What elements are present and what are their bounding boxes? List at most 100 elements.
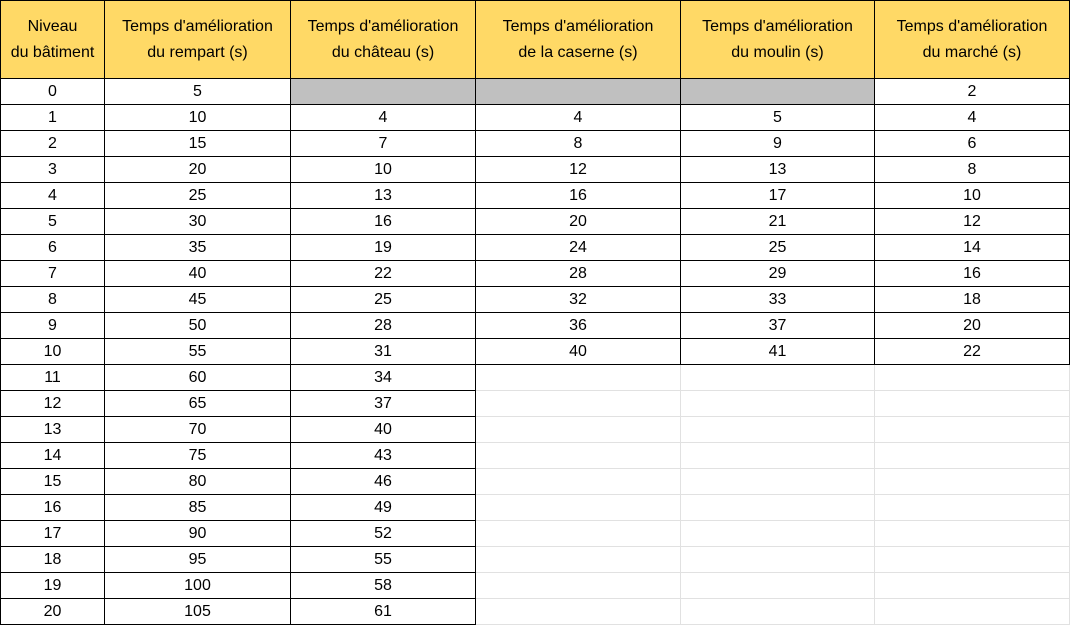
cell-market[interactable] — [874, 390, 1070, 417]
cell-market[interactable]: 22 — [874, 338, 1070, 365]
cell-level[interactable]: 17 — [0, 520, 105, 547]
cell-barracks[interactable] — [475, 442, 681, 469]
cell-barracks[interactable] — [475, 364, 681, 391]
cell-barracks[interactable] — [475, 598, 681, 625]
cell-barracks[interactable]: 24 — [475, 234, 681, 261]
cell-mill[interactable]: 21 — [680, 208, 875, 235]
cell-level[interactable]: 6 — [0, 234, 105, 261]
cell-castle[interactable]: 37 — [290, 390, 476, 417]
cell-level[interactable]: 11 — [0, 364, 105, 391]
cell-barracks[interactable] — [475, 416, 681, 443]
cell-market[interactable]: 18 — [874, 286, 1070, 313]
cell-market[interactable] — [874, 442, 1070, 469]
cell-rampart[interactable]: 100 — [104, 572, 291, 599]
cell-barracks[interactable]: 32 — [475, 286, 681, 313]
cell-barracks[interactable]: 36 — [475, 312, 681, 339]
cell-level[interactable]: 5 — [0, 208, 105, 235]
cell-market[interactable]: 14 — [874, 234, 1070, 261]
cell-barracks[interactable]: 8 — [475, 130, 681, 157]
cell-castle[interactable]: 34 — [290, 364, 476, 391]
cell-level[interactable]: 9 — [0, 312, 105, 339]
cell-mill[interactable]: 33 — [680, 286, 875, 313]
cell-mill[interactable] — [680, 572, 875, 599]
cell-castle[interactable]: 49 — [290, 494, 476, 521]
cell-castle[interactable]: 46 — [290, 468, 476, 495]
cell-market[interactable]: 6 — [874, 130, 1070, 157]
cell-rampart[interactable]: 75 — [104, 442, 291, 469]
cell-rampart[interactable]: 95 — [104, 546, 291, 573]
cell-mill[interactable]: 13 — [680, 156, 875, 183]
header-level[interactable]: Niveau du bâtiment — [0, 0, 105, 79]
cell-market[interactable] — [874, 598, 1070, 625]
cell-market[interactable] — [874, 468, 1070, 495]
cell-barracks[interactable] — [475, 468, 681, 495]
cell-level[interactable]: 4 — [0, 182, 105, 209]
cell-rampart[interactable]: 90 — [104, 520, 291, 547]
cell-level[interactable]: 2 — [0, 130, 105, 157]
cell-castle[interactable]: 52 — [290, 520, 476, 547]
cell-mill[interactable] — [680, 78, 875, 105]
cell-mill[interactable]: 17 — [680, 182, 875, 209]
cell-level[interactable]: 8 — [0, 286, 105, 313]
cell-barracks[interactable] — [475, 572, 681, 599]
cell-market[interactable] — [874, 520, 1070, 547]
cell-mill[interactable] — [680, 390, 875, 417]
cell-barracks[interactable]: 28 — [475, 260, 681, 287]
cell-mill[interactable] — [680, 468, 875, 495]
cell-castle[interactable]: 28 — [290, 312, 476, 339]
cell-barracks[interactable]: 20 — [475, 208, 681, 235]
cell-castle[interactable] — [290, 78, 476, 105]
cell-castle[interactable]: 16 — [290, 208, 476, 235]
header-rampart[interactable]: Temps d'amélioration du rempart (s) — [104, 0, 291, 79]
cell-mill[interactable]: 25 — [680, 234, 875, 261]
cell-market[interactable]: 10 — [874, 182, 1070, 209]
cell-rampart[interactable]: 30 — [104, 208, 291, 235]
cell-market[interactable] — [874, 494, 1070, 521]
cell-level[interactable]: 14 — [0, 442, 105, 469]
cell-mill[interactable]: 37 — [680, 312, 875, 339]
cell-mill[interactable]: 29 — [680, 260, 875, 287]
cell-market[interactable] — [874, 546, 1070, 573]
cell-rampart[interactable]: 20 — [104, 156, 291, 183]
cell-barracks[interactable]: 40 — [475, 338, 681, 365]
header-market[interactable]: Temps d'amélioration du marché (s) — [874, 0, 1070, 79]
cell-mill[interactable] — [680, 546, 875, 573]
cell-level[interactable]: 10 — [0, 338, 105, 365]
header-castle[interactable]: Temps d'amélioration du château (s) — [290, 0, 476, 79]
cell-rampart[interactable]: 80 — [104, 468, 291, 495]
cell-rampart[interactable]: 25 — [104, 182, 291, 209]
cell-market[interactable] — [874, 572, 1070, 599]
cell-rampart[interactable]: 85 — [104, 494, 291, 521]
cell-rampart[interactable]: 15 — [104, 130, 291, 157]
cell-rampart[interactable]: 45 — [104, 286, 291, 313]
cell-barracks[interactable] — [475, 520, 681, 547]
cell-rampart[interactable]: 35 — [104, 234, 291, 261]
cell-market[interactable]: 4 — [874, 104, 1070, 131]
cell-level[interactable]: 13 — [0, 416, 105, 443]
cell-rampart[interactable]: 105 — [104, 598, 291, 625]
cell-market[interactable] — [874, 416, 1070, 443]
cell-castle[interactable]: 22 — [290, 260, 476, 287]
cell-level[interactable]: 19 — [0, 572, 105, 599]
cell-rampart[interactable]: 70 — [104, 416, 291, 443]
cell-castle[interactable]: 58 — [290, 572, 476, 599]
cell-castle[interactable]: 25 — [290, 286, 476, 313]
cell-level[interactable]: 1 — [0, 104, 105, 131]
cell-barracks[interactable] — [475, 494, 681, 521]
cell-level[interactable]: 12 — [0, 390, 105, 417]
cell-castle[interactable]: 40 — [290, 416, 476, 443]
cell-mill[interactable]: 41 — [680, 338, 875, 365]
cell-castle[interactable]: 43 — [290, 442, 476, 469]
cell-castle[interactable]: 10 — [290, 156, 476, 183]
cell-castle[interactable]: 31 — [290, 338, 476, 365]
cell-castle[interactable]: 19 — [290, 234, 476, 261]
cell-castle[interactable]: 13 — [290, 182, 476, 209]
cell-level[interactable]: 16 — [0, 494, 105, 521]
cell-castle[interactable]: 7 — [290, 130, 476, 157]
cell-market[interactable]: 8 — [874, 156, 1070, 183]
cell-rampart[interactable]: 60 — [104, 364, 291, 391]
cell-level[interactable]: 3 — [0, 156, 105, 183]
cell-mill[interactable] — [680, 520, 875, 547]
header-barracks[interactable]: Temps d'amélioration de la caserne (s) — [475, 0, 681, 79]
cell-mill[interactable] — [680, 494, 875, 521]
